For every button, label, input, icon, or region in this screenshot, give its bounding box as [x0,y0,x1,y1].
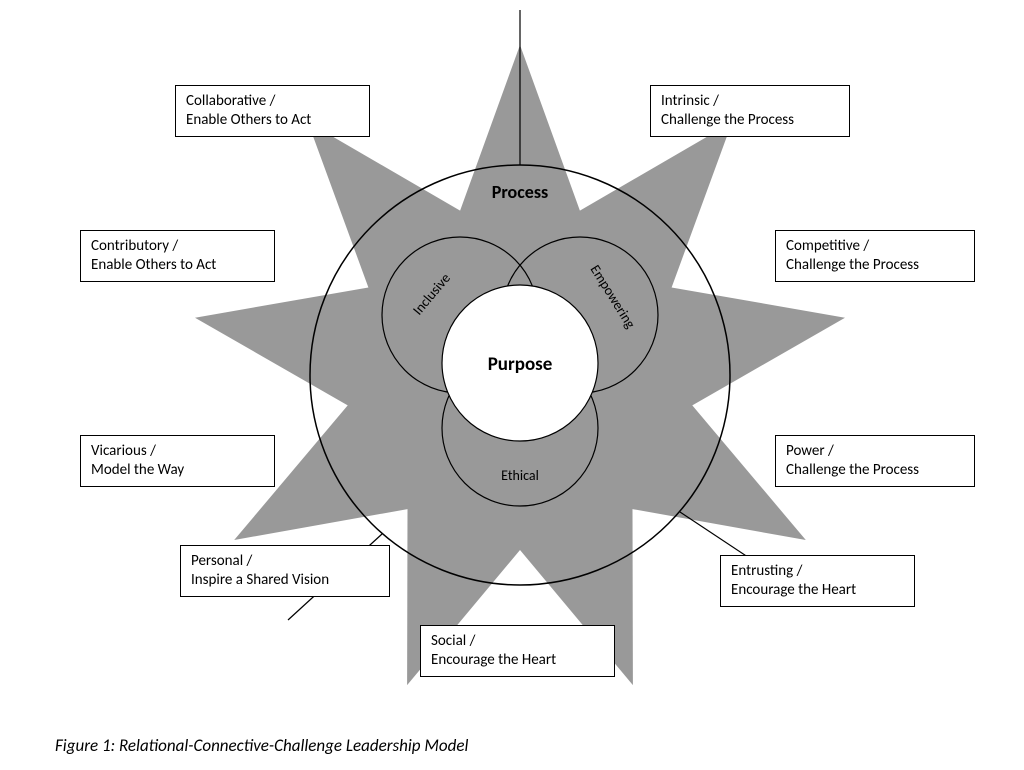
box-collaborative: Collaborative / Enable Others to Act [175,85,370,137]
box-contributory: Contributory / Enable Others to Act [80,230,275,282]
svg-text:Ethical: Ethical [501,467,539,484]
box-line1: Competitive / [786,237,964,256]
box-line1: Contributory / [91,237,264,256]
box-line1: Entrusting / [731,562,904,581]
box-line1: Social / [431,632,604,651]
box-line2: Encourage the Heart [731,581,904,600]
box-vicarious: Vicarious / Model the Way [80,435,275,487]
box-line2: Challenge the Process [786,256,964,275]
svg-text:Process: Process [492,181,548,203]
box-line1: Vicarious / [91,442,264,461]
box-social: Social / Encourage the Heart [420,625,615,677]
box-line2: Enable Others to Act [91,256,264,275]
box-intrinsic: Intrinsic / Challenge the Process [650,85,850,137]
box-line2: Model the Way [91,461,264,480]
figure-caption: Figure 1: Relational-Connective-Challeng… [55,735,468,756]
box-competitive: Competitive / Challenge the Process [775,230,975,282]
box-line1: Personal / [191,552,379,571]
box-entrusting: Entrusting / Encourage the Heart [720,555,915,607]
diagram-canvas: ProcessPurposeInclusiveEmpoweringEthical… [0,0,1024,770]
box-line2: Enable Others to Act [186,111,359,130]
box-line1: Collaborative / [186,92,359,111]
box-line2: Inspire a Shared Vision [191,571,379,590]
box-line1: Power / [786,442,964,461]
box-line2: Encourage the Heart [431,651,604,670]
box-personal: Personal / Inspire a Shared Vision [180,545,390,597]
box-line2: Challenge the Process [661,111,839,130]
box-power: Power / Challenge the Process [775,435,975,487]
box-line1: Intrinsic / [661,92,839,111]
box-line2: Challenge the Process [786,461,964,480]
svg-text:Purpose: Purpose [488,353,553,376]
